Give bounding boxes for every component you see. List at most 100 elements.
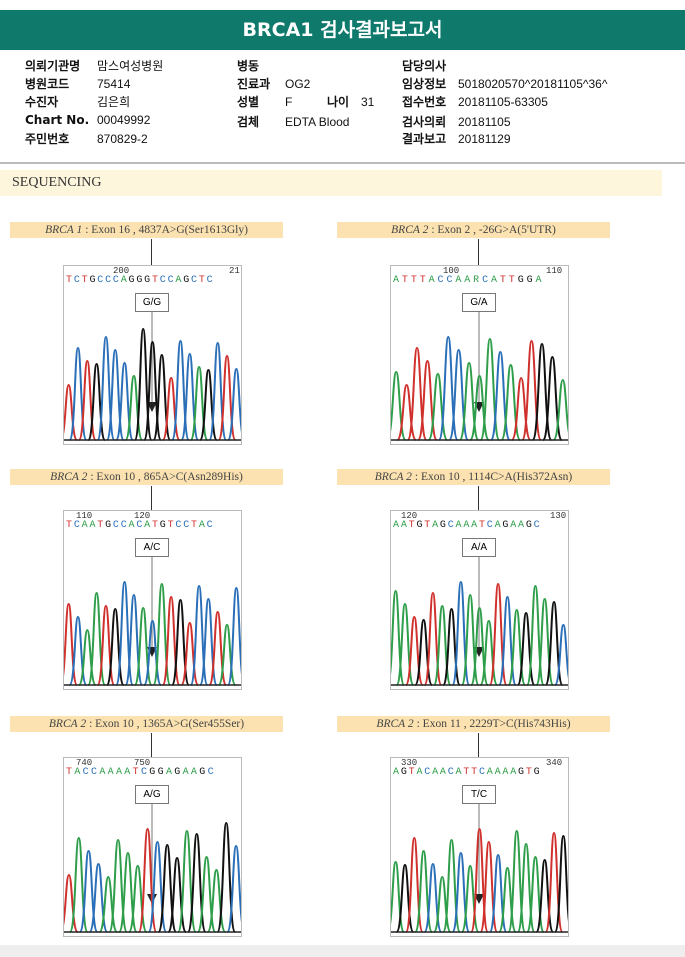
label: 담당의사 (402, 59, 447, 73)
base-call: G (159, 520, 168, 531)
trace-plot (64, 312, 241, 441)
chromatogram: 120 130 AATGTAGCAAATCAGAAGC A/A (390, 510, 569, 690)
base-call: C (183, 520, 191, 531)
base-sequence: AATGTAGCAAATCAGAAGC (393, 520, 541, 531)
genotype-box: G/G (135, 293, 169, 312)
value: OG2 (285, 77, 311, 91)
value: 20181129 (458, 132, 511, 146)
position-tick: 130 (550, 511, 567, 521)
base-sequence: TCTGCCCAGGGTCCAGCTC (66, 275, 214, 286)
label: Chart No. (25, 113, 90, 127)
trace-plot (64, 557, 241, 686)
base-call: G (136, 275, 144, 286)
base-call: A (463, 520, 471, 531)
label: 검체 (237, 115, 260, 129)
base-call: G (526, 275, 535, 286)
position-tick: 21 (229, 266, 240, 276)
trace-plot (391, 804, 568, 933)
base-call: T (97, 520, 105, 531)
chromatogram: 110 120 TCAATGCCACATGTCCTAC A/C (63, 510, 242, 690)
base-call: C (206, 275, 215, 286)
base-call: T (408, 520, 417, 531)
base-call: T (408, 767, 417, 778)
label: 성별 (237, 95, 260, 109)
base-call: A (518, 520, 526, 531)
base-call: A (428, 275, 437, 286)
position-tick: 750 (134, 758, 151, 768)
label: 결과보고 (402, 132, 447, 146)
position-tick: 110 (76, 511, 93, 521)
base-call: A (502, 767, 510, 778)
base-call: T (508, 275, 517, 286)
base-call: A (455, 767, 464, 778)
value: 20181105 (458, 115, 511, 129)
variant-desc: : Exon 10 , 865A>C(Asn289His) (90, 471, 243, 483)
base-call: T (410, 275, 419, 286)
base-call: A (74, 767, 82, 778)
trace-peak (226, 844, 241, 933)
base-call: A (393, 275, 401, 286)
report-title: BRCA1 검사결과보고서 (0, 10, 685, 50)
base-call: G (157, 767, 166, 778)
base-call: C (159, 275, 168, 286)
base-call: C (486, 520, 495, 531)
base-call: G (144, 275, 152, 286)
base-call: A (144, 520, 152, 531)
base-call: T (132, 767, 141, 778)
genotype-box: G/A (462, 293, 496, 312)
base-call: C (478, 767, 487, 778)
divider (0, 162, 685, 164)
arrow-icon (146, 733, 156, 767)
variant-label: BRCA 1: Exon 16 , 4837A>G(Ser1613Gly) (10, 222, 283, 238)
value: 맘스여성병원 (97, 59, 164, 73)
variant-label: BRCA 2: Exon 10 , 1365A>G(Ser455Ser) (10, 716, 283, 732)
info-col-2: 병동 진료과 OG2 성별 F 나이 31 검체 EDTA Blood (237, 57, 374, 130)
base-call: G (199, 767, 207, 778)
base-call: R (473, 275, 481, 286)
base-call: C (446, 275, 454, 286)
base-call: T (151, 520, 160, 531)
base-call: G (128, 275, 137, 286)
base-call: C (97, 275, 105, 286)
footer-bar (0, 945, 685, 957)
variant-label: BRCA 2: Exon 10 , 1114C>A(His372Asn) (337, 469, 610, 485)
gene-name: BRCA 2 (48, 718, 87, 730)
label: 임상정보 (402, 77, 447, 91)
base-call: A (510, 767, 518, 778)
base-call: G (502, 520, 510, 531)
base-call: G (105, 520, 113, 531)
genotype-box: A/C (135, 538, 169, 557)
base-call: C (112, 520, 121, 531)
base-call: T (191, 520, 199, 531)
info-col-3: 담당의사 임상정보 5018020570^20181105^36^ 접수번호 201… (402, 57, 607, 148)
base-call: A (510, 520, 518, 531)
label: 병동 (237, 59, 260, 73)
value: F (285, 95, 293, 109)
base-call: T (401, 275, 410, 286)
base-call: T (167, 520, 176, 531)
base-call: A (432, 767, 440, 778)
base-call: A (464, 275, 472, 286)
base-call: C (206, 520, 215, 531)
trace-peak (553, 623, 568, 686)
base-call: C (437, 275, 446, 286)
gene-name: BRCA 2 (391, 224, 429, 236)
base-call: A (400, 520, 409, 531)
variant-label: BRCA 2: Exon 10 , 865A>C(Asn289His) (10, 469, 283, 485)
value: EDTA Blood (285, 115, 350, 129)
base-call: A (393, 520, 401, 531)
section-heading: SEQUENCING (0, 170, 662, 196)
position-tick: 120 (401, 511, 418, 521)
base-call: G (174, 767, 182, 778)
value: 5018020570^20181105^36^ (458, 77, 608, 91)
gene-name: BRCA 2 (50, 471, 88, 483)
variant-desc: : Exon 11 , 2229T>C(His743His) (416, 718, 571, 730)
base-call: A (128, 520, 137, 531)
base-call: A (494, 767, 503, 778)
base-call: A (393, 767, 401, 778)
gene-name: BRCA 2 (374, 471, 412, 483)
base-sequence: TCAATGCCACATGTCCTAC (66, 520, 214, 531)
base-call: G (89, 275, 97, 286)
position-tick: 340 (546, 758, 563, 768)
arrow-icon (146, 486, 156, 520)
